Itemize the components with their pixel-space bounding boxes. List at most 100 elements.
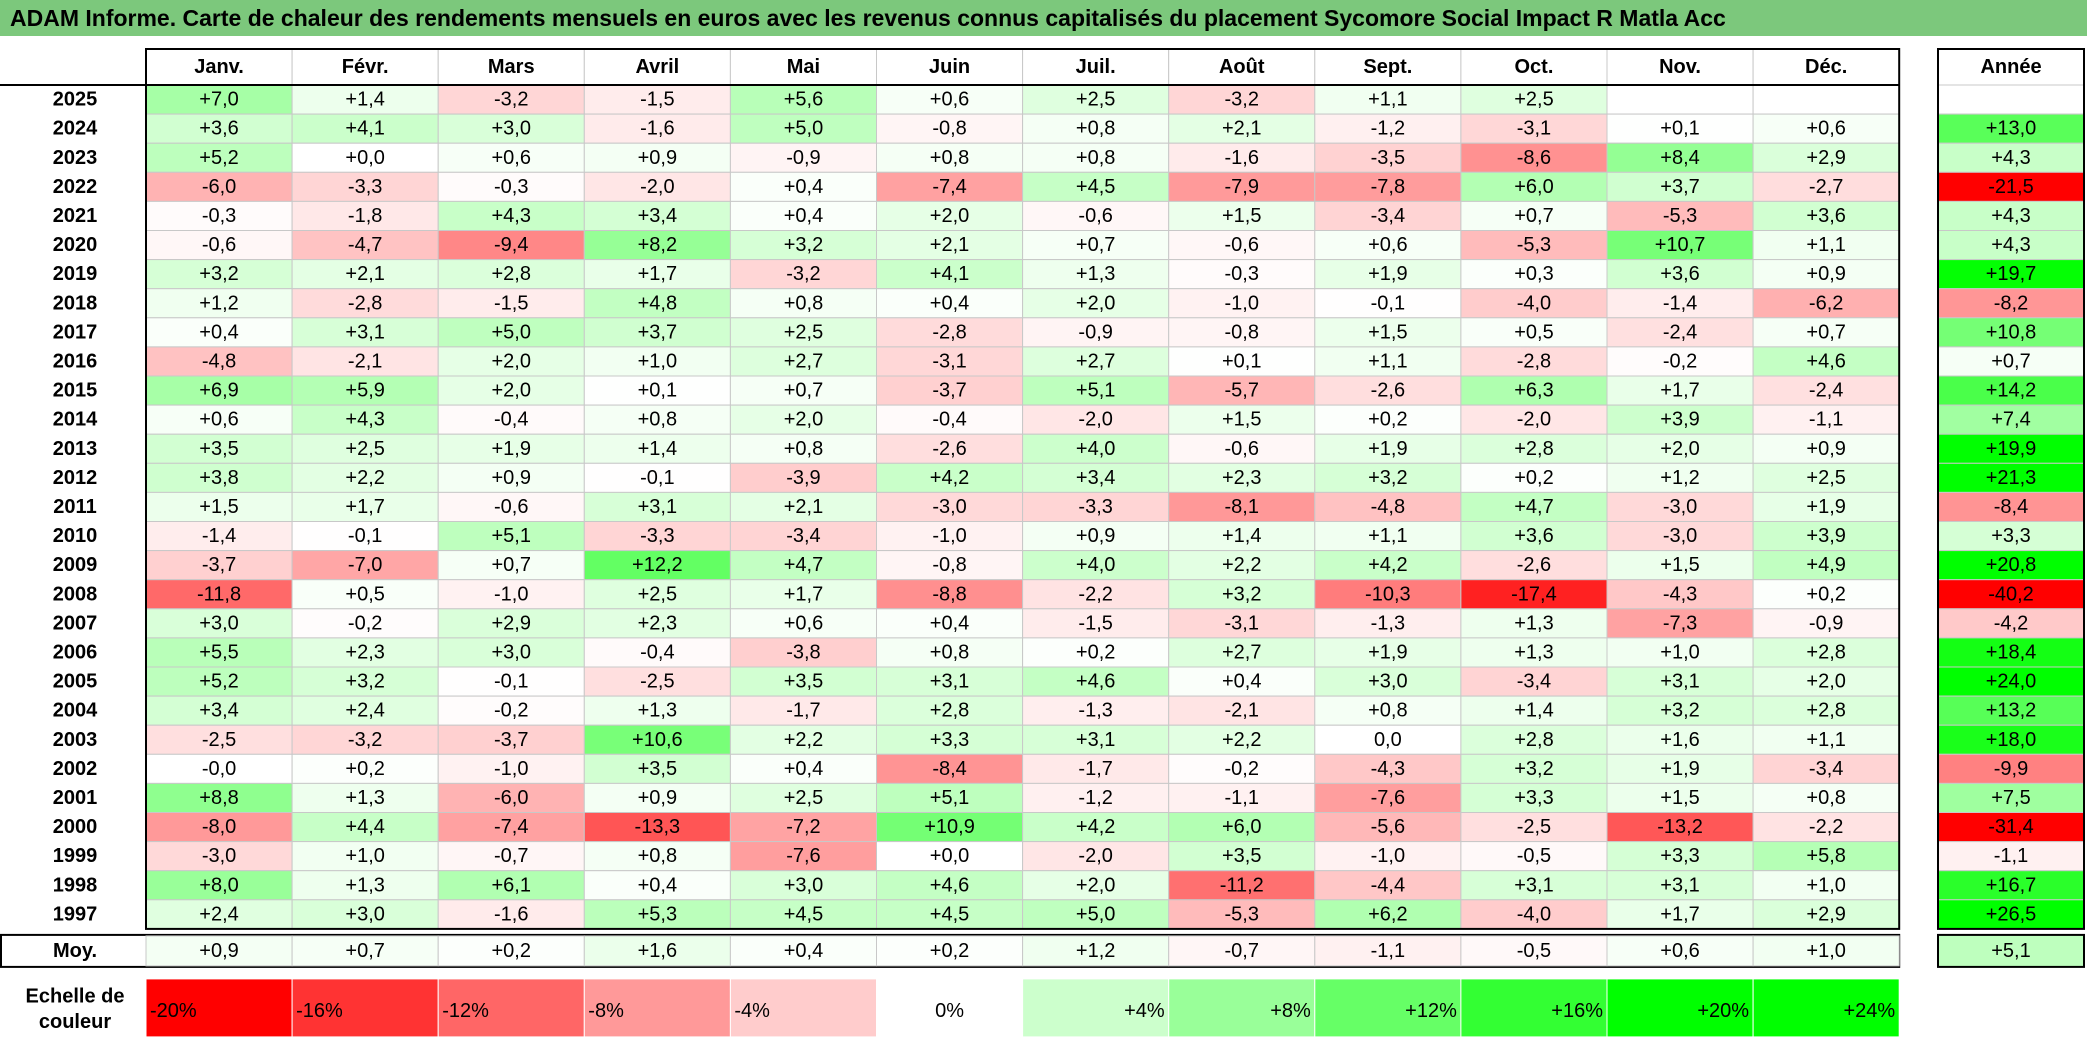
- heatmap-cell: [729, 346, 878, 377]
- annual-cell: [1937, 230, 2085, 261]
- cell-value-label: -11,8: [197, 583, 241, 605]
- heatmap-cell: [729, 259, 878, 290]
- cell-value-label: +2,8: [1806, 641, 1845, 663]
- heatmap-cell: [145, 113, 293, 144]
- cell-value-label: +2,0: [492, 350, 531, 372]
- cell-value-label: -8,0: [202, 816, 236, 838]
- heatmap-cell: [876, 637, 1024, 668]
- heatmap-cell: [1168, 695, 1316, 726]
- cell-value-label: +1,4: [1222, 525, 1261, 547]
- heatmap-cell: [1606, 346, 1754, 377]
- cell-value-label: -1,1: [1809, 409, 1843, 431]
- heatmap-cell: [291, 637, 439, 668]
- cell-value-label: +1,2: [199, 292, 238, 314]
- average-cell: [291, 935, 439, 967]
- cell-value-label: +0,8: [930, 147, 969, 169]
- annual-value-label: +21,3: [1986, 467, 2037, 489]
- heatmap-cell: [1606, 870, 1754, 901]
- cell-value-label: -1,0: [494, 583, 528, 605]
- heatmap-cell: [876, 753, 1024, 784]
- cell-value-label: -2,1: [348, 350, 382, 372]
- cell-value-label: +2,3: [1222, 467, 1261, 489]
- heatmap-cell: [1752, 84, 1900, 115]
- cell-value-label: +3,1: [1660, 874, 1699, 896]
- annual-value-label: -1,1: [1994, 845, 2028, 867]
- row-year-label: 2016: [53, 350, 98, 372]
- cell-value-label: -6,0: [494, 787, 528, 809]
- average-cell: [876, 935, 1024, 967]
- heatmap-cell: [1314, 113, 1462, 144]
- cell-value-label: -3,4: [1809, 758, 1843, 780]
- heatmap-cell: [1460, 462, 1608, 493]
- heatmap-cell: [145, 84, 293, 115]
- cell-value-label: +2,9: [1806, 147, 1845, 169]
- heatmap-cell: [729, 171, 878, 202]
- cell-value-label: +1,0: [638, 350, 677, 372]
- cell-value-label: +1,9: [1806, 496, 1845, 518]
- cell-value-label: -1,5: [1078, 612, 1112, 634]
- heatmap-cell: [145, 666, 293, 697]
- cell-value-label: -2,2: [1809, 816, 1843, 838]
- cell-value-label: +5,3: [638, 903, 677, 925]
- cell-value-label: +1,0: [1660, 641, 1699, 663]
- cell-value-label: +3,5: [784, 671, 823, 693]
- cell-value-label: +2,9: [492, 612, 531, 634]
- cell-value-label: +6,0: [1222, 816, 1261, 838]
- heatmap-cell: [876, 666, 1024, 697]
- heatmap-cell: [1022, 841, 1170, 872]
- cell-value-label: -2,4: [1663, 321, 1697, 343]
- cell-value-label: +5,9: [345, 380, 384, 402]
- heatmap-cell: [145, 346, 293, 377]
- cell-value-label: -0,3: [1225, 263, 1259, 285]
- cell-value-label: -2,6: [1517, 554, 1551, 576]
- heatmap-cell: [876, 142, 1024, 173]
- heatmap-cell: [729, 753, 878, 784]
- legend-title-line2: couleur: [39, 1011, 111, 1033]
- legend-swatch: [1460, 978, 1608, 1037]
- cell-value-label: +1,4: [638, 438, 677, 460]
- cell-value-label: +5,1: [492, 525, 531, 547]
- cell-value-label: -4,8: [202, 350, 236, 372]
- cell-value-label: +4,3: [345, 409, 384, 431]
- cell-value-label: +1,7: [1660, 380, 1699, 402]
- cell-value-label: +0,4: [930, 292, 969, 314]
- cell-value-label: -2,0: [1517, 409, 1551, 431]
- cell-value-label: +2,0: [1076, 874, 1115, 896]
- cell-value-label: +1,3: [345, 874, 384, 896]
- column-header-cell: [1168, 48, 1316, 86]
- annual-value-label: -4,2: [1994, 612, 2028, 634]
- cell-value-label: +4,1: [345, 118, 384, 140]
- cell-value-label: -6,0: [202, 176, 236, 198]
- cell-value-label: -1,8: [348, 205, 382, 227]
- row-year-label: 2005: [53, 671, 98, 693]
- cell-value-label: -0,3: [202, 205, 236, 227]
- cell-value-label: +1,1: [1806, 729, 1845, 751]
- column-header-cell: [876, 48, 1024, 86]
- cell-value-label: +10,9: [924, 816, 975, 838]
- cell-value-label: +0,8: [638, 845, 677, 867]
- heatmap-cell: [1460, 200, 1608, 231]
- legend-swatch: [437, 978, 585, 1037]
- heatmap-cell: [1168, 666, 1316, 697]
- cell-value-label: +2,1: [345, 263, 384, 285]
- annual-cell: [1937, 812, 2085, 843]
- cell-value-label: +0,6: [1368, 234, 1407, 256]
- row-year-label: 2013: [53, 438, 98, 460]
- average-value-label: +1,6: [638, 940, 677, 962]
- cell-value-label: +0,8: [1806, 787, 1845, 809]
- column-header-label: Mai: [787, 56, 820, 78]
- heatmap-cell: [876, 200, 1024, 231]
- cell-value-label: +0,7: [1806, 321, 1845, 343]
- cell-value-label: -0,9: [1809, 612, 1843, 634]
- cell-value-label: +0,3: [1514, 263, 1553, 285]
- row-year-label: 2017: [53, 321, 98, 343]
- annual-cell: [1937, 113, 2085, 144]
- heatmap-cell: [1606, 724, 1754, 755]
- cell-value-label: +1,1: [1368, 525, 1407, 547]
- cell-value-label: +2,2: [1222, 554, 1261, 576]
- cell-value-label: -2,8: [932, 321, 966, 343]
- cell-value-label: +5,6: [784, 89, 823, 111]
- heatmap-cell: [1606, 84, 1754, 115]
- heatmap-cell: [1606, 899, 1754, 930]
- heatmap-cell: [437, 375, 585, 406]
